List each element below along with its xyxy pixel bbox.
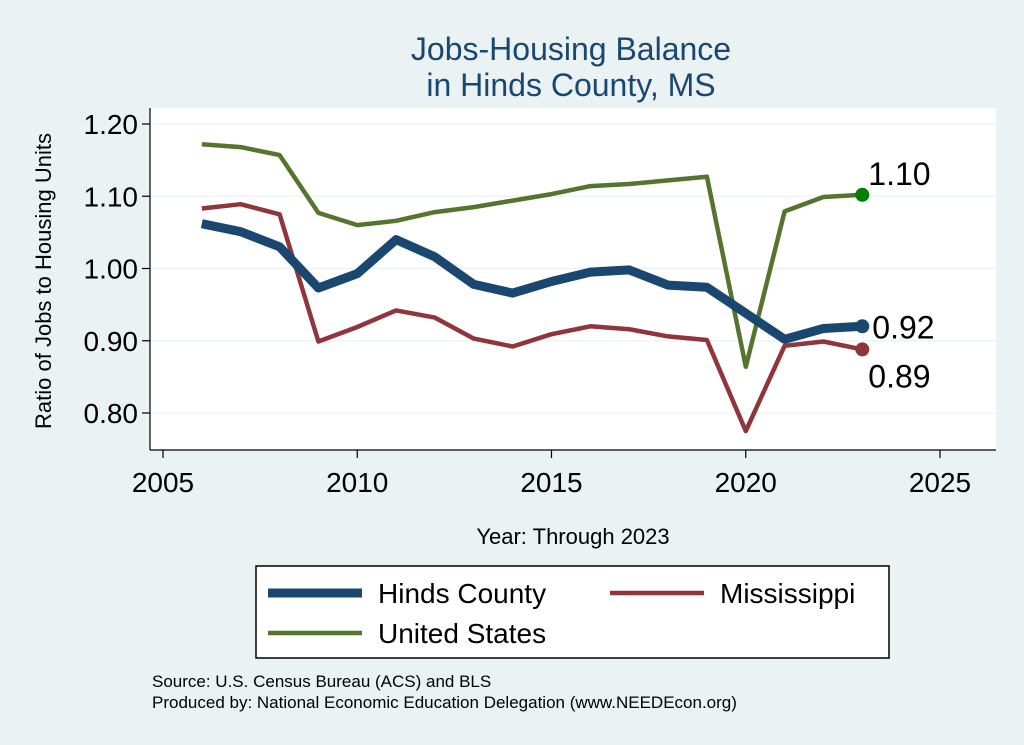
series-end-markers <box>855 187 870 357</box>
legend-box <box>255 565 890 659</box>
gridlines <box>150 123 996 414</box>
end-marker-mississippi <box>855 342 870 357</box>
chart-title-line-2: in Hinds County, MS <box>426 67 715 103</box>
y-tick-label: 0.90 <box>84 326 139 357</box>
end-label-hinds-county: 0.92 <box>872 309 934 345</box>
chart-title-line-1: Jobs-Housing Balance <box>411 31 731 67</box>
chart-title: Jobs-Housing Balance in Hinds County, MS <box>411 31 731 103</box>
x-tick-label: 2005 <box>132 467 194 498</box>
y-tick-label: 1.10 <box>84 181 139 212</box>
legend-label-mississippi: Mississippi <box>720 578 855 609</box>
x-tick-label: 2020 <box>715 467 777 498</box>
x-tick-label: 2015 <box>520 467 582 498</box>
series-end-labels: 0.92 0.89 1.10 <box>868 156 934 395</box>
legend: Hinds County Mississippi United States <box>255 565 890 659</box>
axes: 0.80 0.90 1.00 1.10 1.20 2005 2010 2015 2020 2025 <box>84 108 996 498</box>
series-line-mississippi <box>201 201 863 434</box>
end-label-united-states: 1.10 <box>868 156 930 192</box>
legend-label-united-states: United States <box>378 618 546 649</box>
end-marker-united-states <box>855 187 870 202</box>
producer-note: Produced by: National Economic Education… <box>152 693 737 712</box>
source-note: Source: U.S. Census Bureau (ACS) and BLS <box>152 672 491 691</box>
y-tick-label: 1.00 <box>84 254 139 285</box>
legend-label-hinds-county: Hinds County <box>378 578 546 609</box>
x-tick-label: 2010 <box>326 467 388 498</box>
series-line-united-states <box>201 141 863 370</box>
series-lines <box>200 141 863 434</box>
x-tick-label: 2025 <box>909 467 971 498</box>
x-axis-label: Year: Through 2023 <box>476 524 669 549</box>
end-label-mississippi: 0.89 <box>868 358 930 394</box>
series-line-hinds-county <box>200 219 863 344</box>
y-axis-label: Ratio of Jobs to Housing Units <box>31 133 56 429</box>
end-marker-hinds-county <box>855 319 870 334</box>
y-tick-label: 1.20 <box>84 109 139 140</box>
y-tick-label: 0.80 <box>84 398 139 429</box>
